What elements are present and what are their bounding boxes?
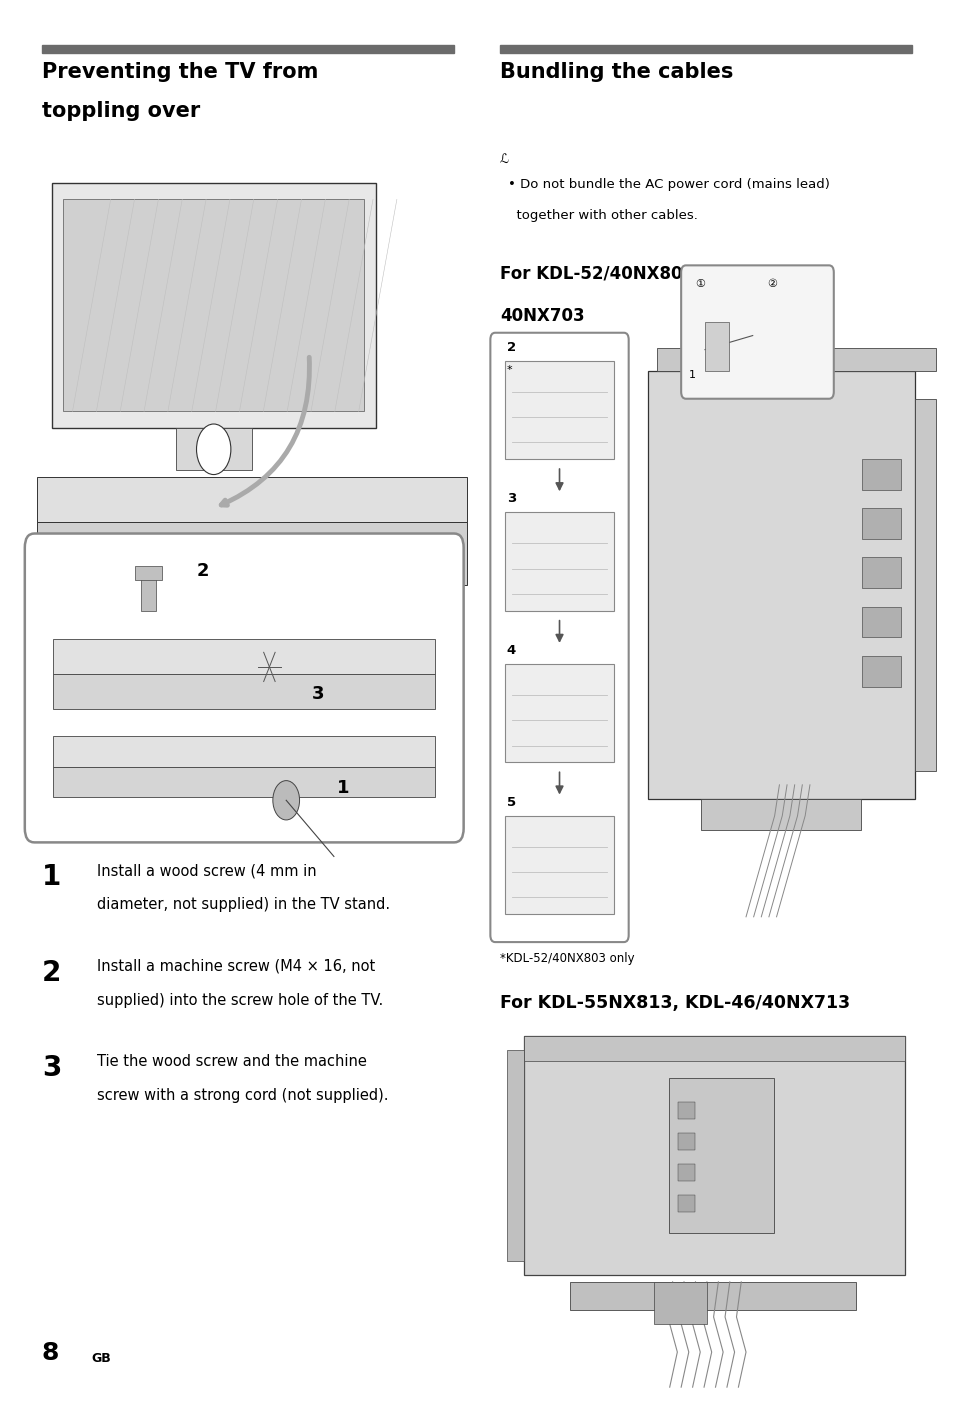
FancyBboxPatch shape — [680, 265, 833, 399]
Text: *: * — [506, 365, 512, 375]
Text: • Do not bundle the AC power cord (mains lead): • Do not bundle the AC power cord (mains… — [507, 178, 828, 191]
FancyBboxPatch shape — [25, 534, 463, 842]
Text: Preventing the TV from: Preventing the TV from — [42, 62, 318, 81]
Bar — [668, 1078, 773, 1233]
Text: 1: 1 — [42, 863, 61, 892]
Circle shape — [196, 424, 231, 475]
Text: together with other cables.: together with other cables. — [507, 209, 697, 222]
Bar — [504, 361, 614, 459]
Text: 5: 5 — [506, 796, 516, 809]
Bar — [862, 459, 900, 490]
Bar — [499, 45, 911, 53]
Text: Bundling the cables: Bundling the cables — [499, 62, 733, 81]
Circle shape — [273, 781, 299, 820]
Text: ②: ② — [766, 279, 776, 289]
Bar — [53, 639, 435, 674]
Bar — [704, 322, 728, 371]
Bar — [504, 512, 614, 611]
Bar — [569, 1282, 855, 1310]
Bar — [51, 183, 375, 428]
Bar — [862, 508, 900, 539]
Text: 8: 8 — [42, 1341, 59, 1365]
Text: *KDL-52/40NX803 only: *KDL-52/40NX803 only — [499, 952, 634, 965]
Text: Install a machine screw (M4 × 16, not: Install a machine screw (M4 × 16, not — [97, 959, 375, 974]
Bar — [37, 522, 466, 585]
Text: ℒ: ℒ — [499, 153, 508, 166]
Bar — [678, 1133, 695, 1150]
Text: 1: 1 — [688, 371, 695, 380]
Text: 2: 2 — [506, 341, 516, 354]
Text: 2: 2 — [196, 562, 209, 580]
Bar — [135, 566, 162, 580]
Text: GB: GB — [91, 1352, 112, 1365]
Text: supplied) into the screw hole of the TV.: supplied) into the screw hole of the TV. — [97, 993, 383, 1008]
Bar — [523, 1036, 904, 1275]
Bar — [678, 1164, 695, 1181]
Text: diameter, not supplied) in the TV stand.: diameter, not supplied) in the TV stand. — [97, 897, 390, 913]
Bar — [504, 664, 614, 762]
Bar — [53, 767, 435, 797]
Text: 1: 1 — [336, 779, 349, 797]
Bar — [657, 348, 935, 371]
Bar — [678, 1195, 695, 1212]
Text: For KDL-52/40NX803, KDL-46/: For KDL-52/40NX803, KDL-46/ — [499, 265, 779, 284]
Text: 3: 3 — [506, 493, 516, 505]
Text: toppling over: toppling over — [42, 101, 200, 121]
Bar — [37, 477, 466, 522]
Bar — [654, 1282, 706, 1324]
Text: screw with a strong cord (not supplied).: screw with a strong cord (not supplied). — [97, 1088, 389, 1104]
Text: Install a wood screw (4 mm in: Install a wood screw (4 mm in — [97, 863, 316, 879]
Bar — [647, 371, 914, 799]
Text: Tie the wood screw and the machine: Tie the wood screw and the machine — [97, 1054, 367, 1070]
Bar — [63, 199, 364, 411]
Bar — [862, 557, 900, 588]
Text: For KDL-55NX813, KDL-46/40NX713: For KDL-55NX813, KDL-46/40NX713 — [499, 994, 849, 1012]
Bar — [862, 607, 900, 637]
Bar — [678, 1102, 695, 1119]
Text: 40NX703: 40NX703 — [499, 307, 584, 326]
Bar — [175, 428, 252, 470]
Text: 3: 3 — [42, 1054, 61, 1082]
Bar — [141, 569, 156, 611]
Text: 4: 4 — [506, 644, 516, 657]
Text: 2: 2 — [42, 959, 61, 987]
Bar — [506, 1050, 523, 1261]
Bar — [914, 399, 935, 771]
Bar — [523, 1036, 904, 1061]
Bar — [504, 816, 614, 914]
Bar — [700, 799, 861, 830]
Bar — [42, 45, 454, 53]
Text: 3: 3 — [311, 685, 324, 703]
Bar — [53, 736, 435, 767]
Text: ①: ① — [695, 279, 704, 289]
Bar — [862, 656, 900, 687]
Bar — [53, 674, 435, 709]
